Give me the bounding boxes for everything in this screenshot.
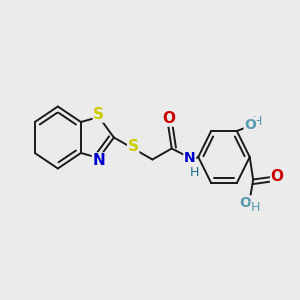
Text: O: O	[162, 111, 175, 126]
Text: O: O	[239, 196, 251, 210]
Text: S: S	[93, 107, 104, 122]
Text: H: H	[251, 201, 260, 214]
Text: O: O	[271, 169, 284, 184]
Text: N: N	[92, 153, 105, 168]
Text: O: O	[244, 118, 256, 131]
Text: S: S	[128, 139, 139, 154]
Text: N: N	[184, 152, 196, 166]
Text: H: H	[190, 166, 199, 178]
Text: H: H	[252, 115, 262, 128]
